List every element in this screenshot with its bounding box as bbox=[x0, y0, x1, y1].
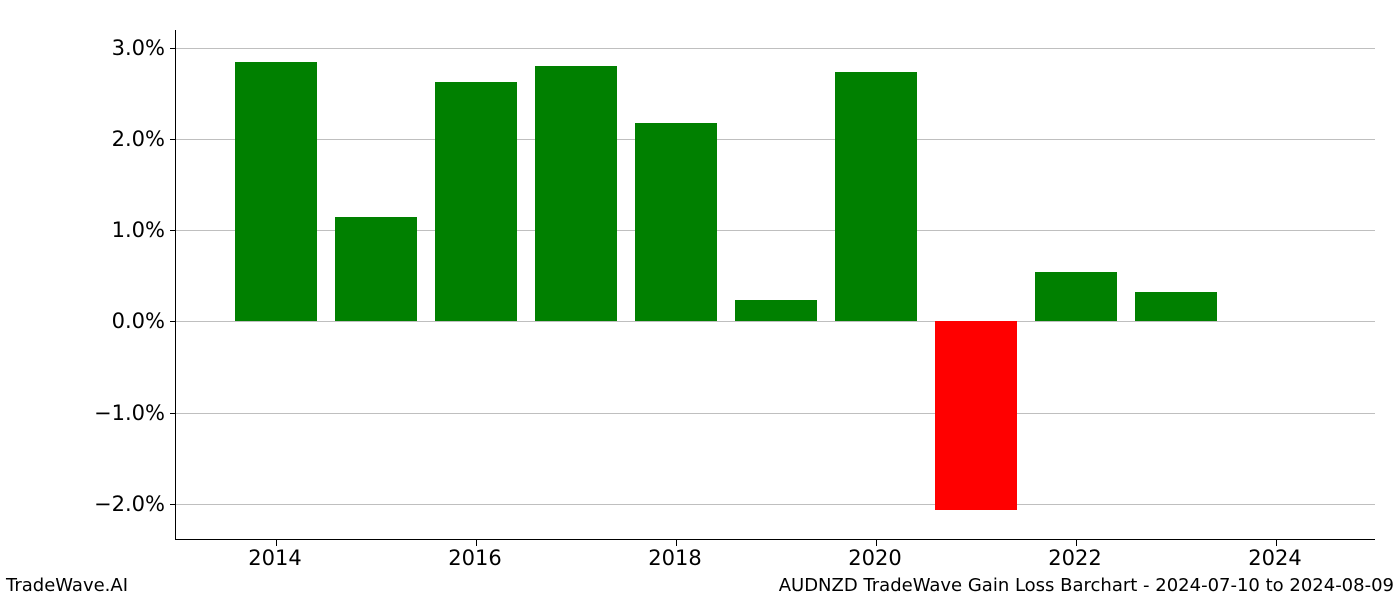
footer-right-caption: AUDNZD TradeWave Gain Loss Barchart - 20… bbox=[779, 575, 1394, 596]
chart-container: TradeWave.AI AUDNZD TradeWave Gain Loss … bbox=[0, 0, 1400, 600]
bar-2014 bbox=[235, 62, 317, 322]
bar-2018 bbox=[635, 123, 717, 322]
bar-2021 bbox=[935, 321, 1017, 510]
bar-2015 bbox=[335, 217, 417, 322]
ytick-label: 3.0% bbox=[15, 36, 165, 60]
ytick-mark bbox=[170, 139, 176, 140]
xtick-label: 2020 bbox=[848, 546, 901, 570]
ytick-mark bbox=[170, 504, 176, 505]
bar-2020 bbox=[835, 72, 917, 322]
gridline bbox=[176, 504, 1375, 505]
bar-2017 bbox=[535, 66, 617, 321]
xtick-label: 2022 bbox=[1048, 546, 1101, 570]
bar-2023 bbox=[1135, 292, 1217, 321]
gridline bbox=[176, 139, 1375, 140]
plot-area bbox=[175, 30, 1375, 540]
bar-2016 bbox=[435, 82, 517, 322]
ytick-mark bbox=[170, 230, 176, 231]
ytick-mark bbox=[170, 321, 176, 322]
ytick-label: 1.0% bbox=[15, 218, 165, 242]
bar-2019 bbox=[735, 300, 817, 321]
xtick-label: 2024 bbox=[1248, 546, 1301, 570]
gridline bbox=[176, 321, 1375, 322]
ytick-label: 2.0% bbox=[15, 127, 165, 151]
xtick-label: 2016 bbox=[448, 546, 501, 570]
xtick-label: 2014 bbox=[248, 546, 301, 570]
footer-left-caption: TradeWave.AI bbox=[6, 575, 128, 596]
gridline bbox=[176, 48, 1375, 49]
ytick-mark bbox=[170, 48, 176, 49]
xtick-label: 2018 bbox=[648, 546, 701, 570]
ytick-mark bbox=[170, 413, 176, 414]
ytick-label: 0.0% bbox=[15, 309, 165, 333]
ytick-label: −1.0% bbox=[15, 401, 165, 425]
bar-2022 bbox=[1035, 272, 1117, 321]
gridline bbox=[176, 413, 1375, 414]
ytick-label: −2.0% bbox=[15, 492, 165, 516]
